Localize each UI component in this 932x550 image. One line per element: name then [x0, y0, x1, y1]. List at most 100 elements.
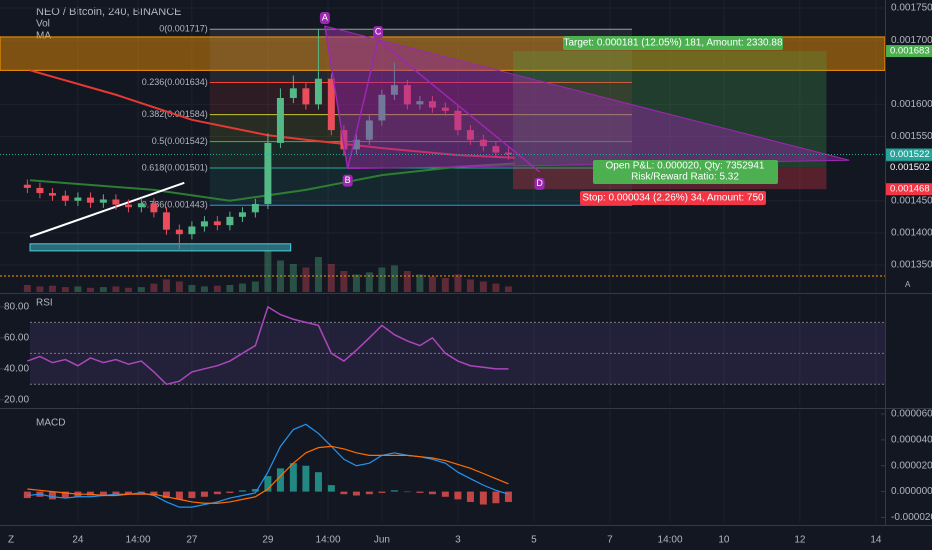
target-label: Target: 0.000181 (12.05%) 181, Amount: 2… [563, 38, 782, 49]
volume-bar [327, 264, 335, 292]
macd-histogram [390, 490, 398, 492]
macd-histogram [48, 491, 56, 500]
pattern-legs [324, 25, 541, 173]
candle-body [137, 203, 145, 208]
macd-histogram [238, 490, 246, 492]
macd-histogram [365, 491, 373, 495]
macd-histogram [302, 465, 310, 492]
y-tick-label: 0.000000 [891, 486, 932, 497]
macd-histogram [213, 491, 221, 495]
price-label-bg [886, 45, 932, 58]
macd-histogram [454, 491, 462, 500]
x-tick-label: 27 [186, 535, 198, 546]
candle-body [416, 101, 424, 105]
x-tick-label: 24 [72, 535, 84, 546]
volume-bar [314, 257, 322, 292]
y-tick-label: 40.00 [4, 363, 29, 374]
macd-histogram [416, 491, 424, 493]
macd-histogram [479, 491, 487, 505]
y-tick-label: 20.00 [4, 394, 29, 405]
price-label: 0.001468 [890, 184, 930, 195]
candle-body [302, 88, 310, 105]
pnl-label: Open P&L: 0.000020, Qty: 7352941 [605, 161, 764, 172]
macd-histogram [428, 491, 436, 495]
candle-body [340, 130, 348, 150]
candle-body [150, 203, 158, 213]
macd-histogram [112, 491, 120, 495]
candle-body [175, 229, 183, 235]
macd-histogram [264, 476, 272, 492]
pattern-point-badge [319, 12, 330, 25]
volume-bar [175, 281, 183, 292]
y-tick-label: 0.001600 [891, 99, 932, 110]
x-tick-label: 12 [794, 535, 806, 546]
indicator-label: MACD [36, 418, 65, 429]
stop-label: Stop: 0.000034 (2.26%) 34, Amount: 750 [582, 193, 764, 204]
price-label: 0.001502 [890, 162, 930, 173]
y-tick-label: 80.00 [4, 301, 29, 312]
macd-histogram [403, 491, 411, 493]
x-tick-label: 14:00 [658, 535, 683, 546]
volume-bar [276, 260, 284, 292]
macd-histogram [162, 491, 170, 499]
price-label: 0.001522 [890, 149, 930, 160]
volume-bar [479, 281, 487, 292]
volume-bar [162, 279, 170, 292]
volume-bar [289, 264, 297, 292]
macd-histogram [200, 491, 208, 497]
volume-bar [86, 287, 94, 292]
candle-body [162, 212, 170, 230]
candle-body [428, 101, 436, 108]
macd-histogram [289, 463, 297, 492]
rsi-pane [0, 305, 885, 401]
y-tick-label: 0.001550 [891, 131, 932, 142]
macd-histogram [504, 491, 512, 502]
volume-bar [466, 279, 474, 292]
y-tick-label: 60.00 [4, 332, 29, 343]
volume-bar [213, 285, 221, 292]
macd-histogram [314, 472, 322, 492]
fib-band [209, 29, 632, 83]
candle-body [314, 78, 322, 105]
macd-histogram [251, 489, 259, 492]
pattern-point-badge [342, 174, 353, 187]
volume-bar [365, 272, 373, 292]
volume-bar [403, 271, 411, 292]
macd-histogram [150, 491, 158, 496]
y-tick-label: 0.001750 [891, 3, 932, 14]
macd-histogram [441, 491, 449, 497]
macd-histogram [340, 491, 348, 495]
volume-bar [416, 274, 424, 292]
macd-histogram [124, 491, 132, 495]
button[interactable]: Z [8, 535, 14, 546]
candle-body [200, 221, 208, 227]
candle-body [23, 184, 31, 188]
candle-body [390, 85, 398, 95]
volume-bar [340, 271, 348, 292]
macd-histogram [99, 491, 107, 496]
indicator-label: Vol [36, 19, 50, 30]
candle-body [352, 139, 360, 150]
macd-histogram [137, 491, 145, 493]
volume-bar [454, 274, 462, 292]
macd-histogram [226, 491, 234, 493]
volume-bar [264, 250, 272, 292]
volume-bar [137, 287, 145, 292]
position-label-bg [593, 160, 778, 184]
y-tick-label: 0.000020 [891, 460, 932, 471]
button[interactable]: A [905, 280, 911, 289]
moving-average [29, 69, 515, 159]
pattern-point-label: C [375, 27, 382, 37]
candle-body [479, 139, 487, 147]
macd-histogram [352, 491, 360, 496]
pattern-point-label: A [322, 12, 328, 22]
macd-histogram [86, 491, 94, 496]
y-tick-label: 0.001700 [891, 35, 932, 46]
volume-bar [492, 283, 500, 292]
y-tick-label: 0.001400 [891, 228, 932, 239]
volume-bar [150, 283, 158, 292]
volume-bar [390, 265, 398, 292]
indicator-label: RSI [36, 298, 53, 309]
price-label: 0.001683 [890, 46, 930, 57]
candle-body [251, 203, 259, 213]
